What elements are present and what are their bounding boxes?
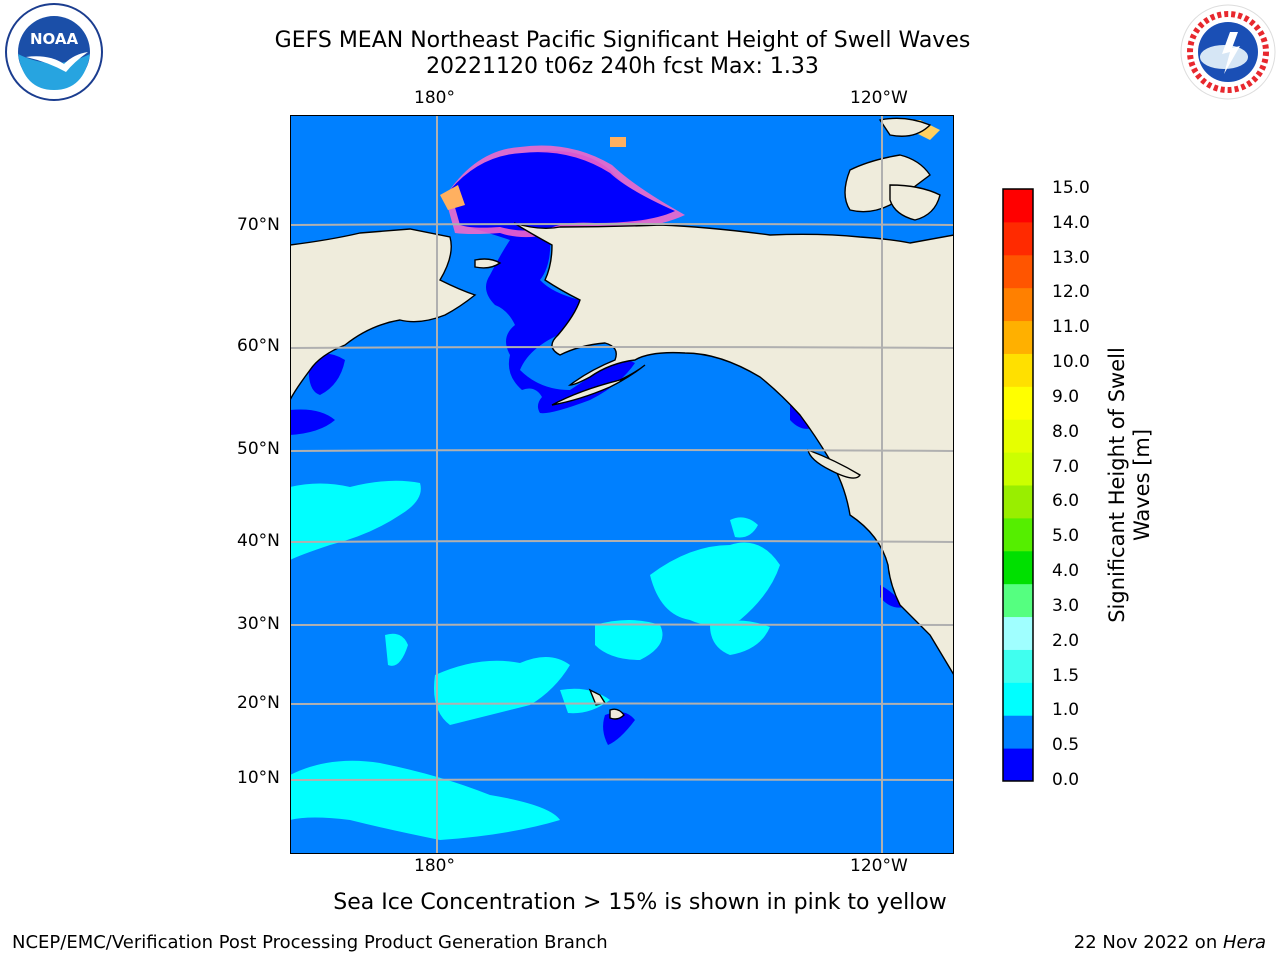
colorbar-tick-label: 8.0	[1052, 421, 1080, 442]
lat-label-40n: 40°N	[237, 531, 280, 551]
sea-ice-regions	[440, 120, 940, 238]
colorbar-segment	[1003, 517, 1033, 552]
lon-label-180-top: 180°	[414, 88, 455, 108]
footer-credit: NCEP/EMC/Verification Post Processing Pr…	[12, 932, 608, 953]
colorbar-tick-label: 15.0	[1052, 178, 1090, 198]
colorbar-segment	[1003, 254, 1033, 289]
land	[290, 117, 954, 720]
footer-host: Hera	[1222, 932, 1266, 953]
lon-label-120w-top: 120°W	[850, 88, 908, 108]
lat-label-70n: 70°N	[237, 215, 280, 235]
lon-label-180-bottom: 180°	[414, 856, 455, 876]
footer-date-text: 22 Nov 2022 on	[1073, 932, 1223, 953]
colorbar-tick-label: 1.0	[1052, 700, 1080, 721]
colorbar-tick-label: 6.0	[1052, 491, 1080, 512]
colorbar-segment	[1003, 715, 1033, 749]
sea-ice-caption: Sea Ice Concentration > 15% is shown in …	[333, 890, 947, 915]
colorbar-segment	[1003, 616, 1033, 650]
colorbar-tick-label: 4.0	[1052, 561, 1080, 582]
colorbar-segment	[1003, 748, 1033, 782]
colorbar-tick-label: 3.0	[1052, 595, 1080, 616]
colorbar-border	[1002, 188, 1034, 782]
colorbar-segment	[1003, 485, 1033, 519]
colorbar-tick-label: 7.0	[1052, 456, 1080, 477]
colorbar-tick-label: 12.0	[1052, 282, 1090, 303]
gridlines	[290, 115, 954, 854]
lat-label-60n: 60°N	[237, 336, 280, 356]
colorbar-segment	[1003, 287, 1033, 322]
colorbar-segment	[1003, 583, 1033, 618]
colorbar-segment	[1003, 221, 1033, 256]
colorbar-segment	[1003, 649, 1033, 683]
colorbar-tick-label: 5.0	[1052, 526, 1080, 547]
chart-subtitle: 20221120 t06z 240h fcst Max: 1.33	[426, 54, 819, 79]
colorbar-tick-label: 0.5	[1052, 735, 1080, 756]
chart-title: GEFS MEAN Northeast Pacific Significant …	[274, 28, 971, 53]
lat-label-10n: 10°N	[237, 768, 280, 788]
colorbar-segment	[1003, 452, 1033, 486]
colorbar-tick-label: 10.0	[1052, 352, 1090, 373]
colorbar-tick-label: 11.0	[1052, 317, 1090, 338]
colorbar-segment	[1003, 682, 1033, 716]
footer-date: 22 Nov 2022 on Hera	[1074, 932, 1266, 953]
colorbar-segment	[1003, 189, 1033, 223]
colorbar-tick-label: 13.0	[1052, 247, 1090, 268]
colorbar-tick-label: 0.0	[1052, 770, 1080, 790]
colorbar-tick-label: 1.5	[1052, 665, 1080, 686]
colorbar-segment	[1003, 320, 1033, 354]
map-panel	[290, 115, 954, 854]
lat-label-50n: 50°N	[237, 439, 280, 459]
colorbar-tick-label: 2.0	[1052, 630, 1080, 651]
lon-label-120w-bottom: 120°W	[850, 856, 908, 876]
colorbar-title-line1: Significant Height of Swell	[1105, 347, 1129, 623]
colorbar-segment	[1003, 386, 1033, 420]
colorbar-title-line2: Waves [m]	[1130, 428, 1154, 542]
colorbar	[1002, 188, 1034, 782]
colorbar-segment	[1003, 550, 1033, 585]
colorbar-tick-label: 9.0	[1052, 386, 1080, 407]
colorbar-tick-label: 14.0	[1052, 212, 1090, 233]
lat-label-30n: 30°N	[237, 614, 280, 634]
svg-text:NOAA: NOAA	[30, 30, 79, 48]
nws-logo	[1180, 4, 1276, 100]
colorbar-segment	[1003, 353, 1033, 387]
colorbar-segment	[1003, 419, 1033, 453]
lat-label-20n: 20°N	[237, 693, 280, 713]
noaa-logo: NOAA	[5, 3, 103, 101]
